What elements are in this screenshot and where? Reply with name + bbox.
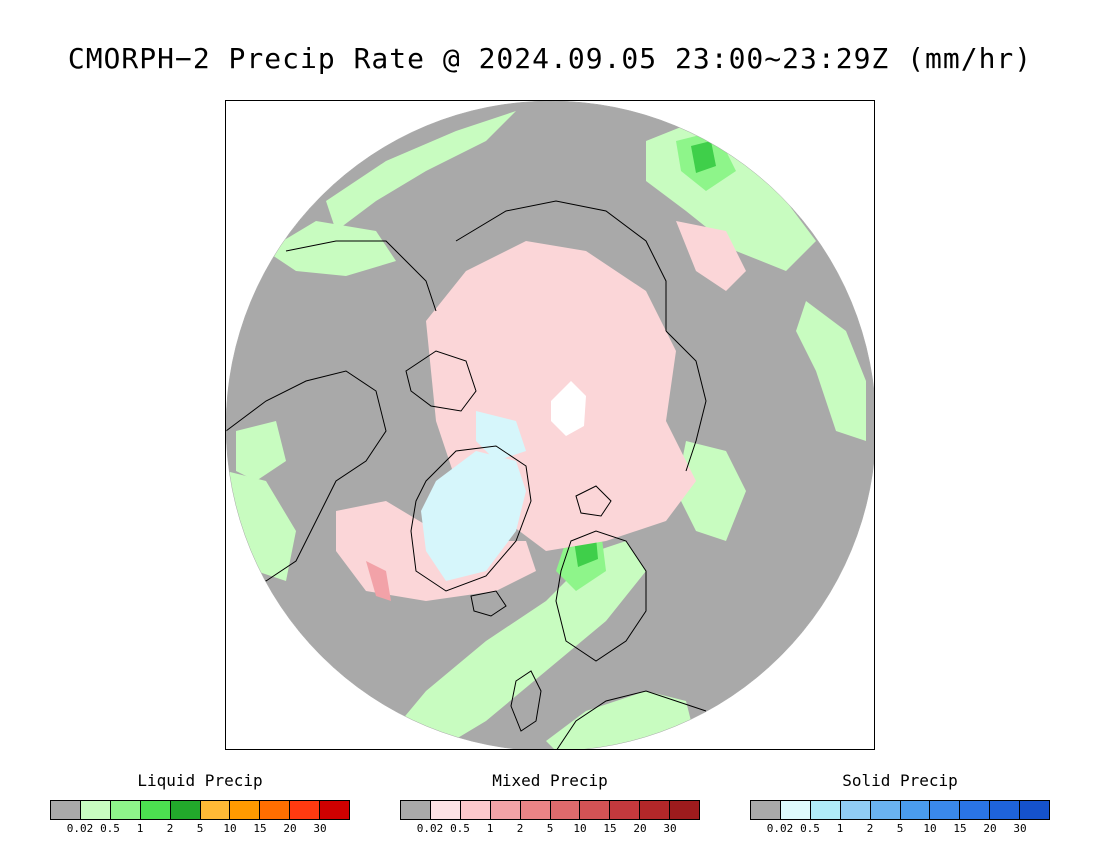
legend-tick-label: 2: [166, 822, 174, 835]
legend-tick-label: 2: [516, 822, 524, 835]
legend-tick-label: 15: [953, 822, 967, 835]
legend-tick-label: 10: [223, 822, 237, 835]
legend-swatch: [960, 801, 991, 819]
legend-swatch: [870, 801, 901, 819]
legend-tick-label: 5: [896, 822, 904, 835]
legend-swatch: [780, 801, 811, 819]
legend-title: Liquid Precip: [137, 771, 263, 790]
legend-swatch: [751, 801, 781, 819]
legend-tick-label: 0.02: [416, 822, 444, 835]
coastline-north-america: [226, 370, 387, 582]
legend-swatch: [610, 801, 641, 819]
solid-precip-region-canadian-archipelago: [476, 411, 526, 461]
north-pole-data-gap: [551, 381, 586, 436]
legend-tick-label: 10: [923, 822, 937, 835]
legend-title: Solid Precip: [842, 771, 958, 790]
legend-swatch: [810, 801, 841, 819]
legend-tick-label: 0.5: [100, 822, 120, 835]
coastlines: [226, 200, 707, 749]
liquid-precip-region-siberia: [326, 111, 516, 231]
legend-swatch: [640, 801, 671, 819]
liquid-precip-region-west-canada: [236, 421, 286, 481]
coastline-siberia: [455, 200, 667, 331]
legend-tick-label: 30: [1013, 822, 1027, 835]
legend-swatch: [460, 801, 491, 819]
legend-swatch: [230, 801, 261, 819]
legend-tick-label: 5: [196, 822, 204, 835]
legend-swatch: [1020, 801, 1050, 819]
legend-swatches: [750, 800, 1050, 820]
legend-tick-label: 10: [573, 822, 587, 835]
legend-swatch: [260, 801, 291, 819]
legend-swatches: [50, 800, 350, 820]
coastline-british-isles: [510, 670, 542, 732]
legend-title: Mixed Precip: [492, 771, 608, 790]
precip-map: [225, 100, 875, 750]
coastline-svalbard: [575, 485, 612, 517]
polar-map-svg: [226, 101, 874, 749]
legend-swatch: [290, 801, 321, 819]
legend-tick-label: 20: [983, 822, 997, 835]
page-title: CMORPH−2 Precip Rate @ 2024.09.05 23:00~…: [67, 42, 1033, 75]
legend-tick-label: 1: [486, 822, 494, 835]
map-disk: [226, 101, 874, 749]
legend-mixed: Mixed Precip 0.02 0.5 1 2 5 10 15 20 30: [400, 770, 700, 836]
coastline-alaska-chukotka: [285, 240, 437, 312]
legend-tick-label: 0.02: [66, 822, 94, 835]
legend-swatch: [490, 801, 521, 819]
legend-swatch: [170, 801, 201, 819]
legend-tick-label: 30: [663, 822, 677, 835]
legend-swatch: [401, 801, 431, 819]
liquid-precip-region-north-atlantic: [376, 541, 646, 749]
legend-tick-label: 15: [253, 822, 267, 835]
liquid-precip-region-east-siberia: [676, 441, 746, 541]
legend-liquid: Liquid Precip 0.02 0.5 1 2 5 10 15 20 30: [50, 770, 350, 836]
legend-tick-label: 20: [633, 822, 647, 835]
legend-swatch: [840, 801, 871, 819]
legend-swatch: [930, 801, 961, 819]
legend-tick-label: 0.02: [766, 822, 794, 835]
legend-swatch: [140, 801, 171, 819]
mixed-precip-band-greenland-coast: [366, 561, 391, 601]
coastline-russia-north: [665, 330, 707, 472]
legend-ticks: 0.02 0.5 1 2 5 10 15 20 30: [400, 822, 700, 836]
legend-tick-label: 0.5: [800, 822, 820, 835]
legend-tick-label: 0.5: [450, 822, 470, 835]
legend-solid: Solid Precip 0.02 0.5 1 2 5 10 15 20 30: [750, 770, 1050, 836]
legend-swatch: [900, 801, 931, 819]
legend-tick-label: 5: [546, 822, 554, 835]
liquid-precip-region-far-east: [796, 301, 866, 441]
legend-tick-label: 2: [866, 822, 874, 835]
legend-swatch: [200, 801, 231, 819]
legend-tick-label: 20: [283, 822, 297, 835]
legend-ticks: 0.02 0.5 1 2 5 10 15 20 30: [750, 822, 1050, 836]
mixed-precip-region-barents-sea: [676, 221, 746, 291]
legend-swatch: [320, 801, 350, 819]
legend-swatch: [110, 801, 141, 819]
legend-swatch: [430, 801, 461, 819]
legend-swatch: [670, 801, 700, 819]
legend-swatch: [51, 801, 81, 819]
legend-tick-label: 1: [136, 822, 144, 835]
solid-precip-region-greenland: [421, 451, 526, 581]
coastline-iceland: [470, 590, 507, 617]
legend-tick-label: 30: [313, 822, 327, 835]
legend-swatches: [400, 800, 700, 820]
legend-tick-label: 1: [836, 822, 844, 835]
coastline-scandinavia: [555, 530, 647, 662]
legend-ticks: 0.02 0.5 1 2 5 10 15 20 30: [50, 822, 350, 836]
legend-tick-label: 15: [603, 822, 617, 835]
legend-swatch: [990, 801, 1021, 819]
coastline-europe: [555, 690, 707, 749]
liquid-precip-core-yakutia: [691, 141, 716, 173]
liquid-precip-region-alaska: [266, 221, 396, 276]
legend-swatch: [80, 801, 111, 819]
coastline-canadian-archipelago: [405, 350, 477, 412]
legend-swatch: [550, 801, 581, 819]
coastline-greenland: [410, 445, 532, 592]
legend-swatch: [580, 801, 611, 819]
legend-swatch: [520, 801, 551, 819]
